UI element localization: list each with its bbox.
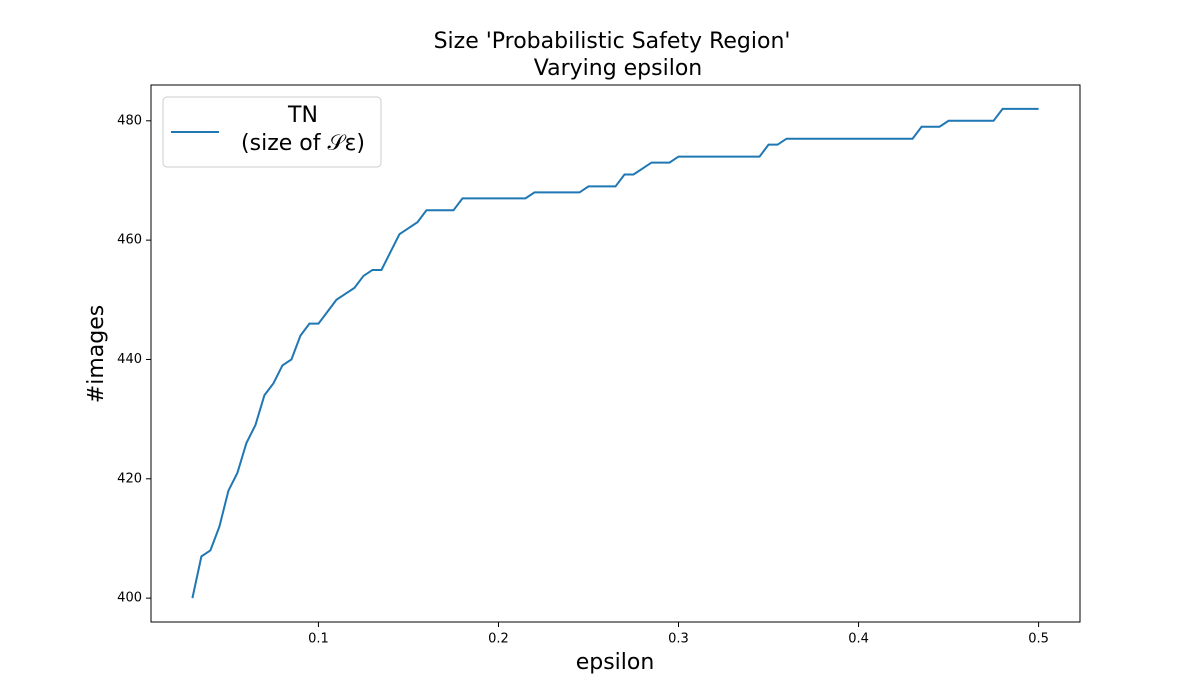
legend-label: TN (size of 𝒮ε) (241, 103, 365, 156)
x-tick-label: 0.2 (488, 632, 509, 647)
x-tick-label: 0.5 (1028, 632, 1049, 647)
x-tick-label: 0.1 (308, 632, 329, 647)
y-tick-label: 420 (117, 471, 142, 486)
chart-title: Size 'Probabilistic Safety Region' (434, 29, 791, 54)
x-axis-label: epsilon (576, 650, 655, 675)
y-tick-label: 440 (117, 352, 142, 367)
y-tick-label: 400 (117, 591, 142, 606)
x-tick-label: 0.4 (848, 632, 869, 647)
x-tick-label: 0.3 (668, 632, 689, 647)
plot-frame (150, 84, 1081, 623)
y-axis-label: #images (84, 305, 109, 403)
y-tick-label: 480 (117, 113, 142, 128)
line (191, 107, 1039, 599)
y-tick-label: 460 (117, 233, 142, 248)
chart-subtitle: Varying epsilon (534, 56, 703, 81)
legend-box (162, 96, 382, 168)
